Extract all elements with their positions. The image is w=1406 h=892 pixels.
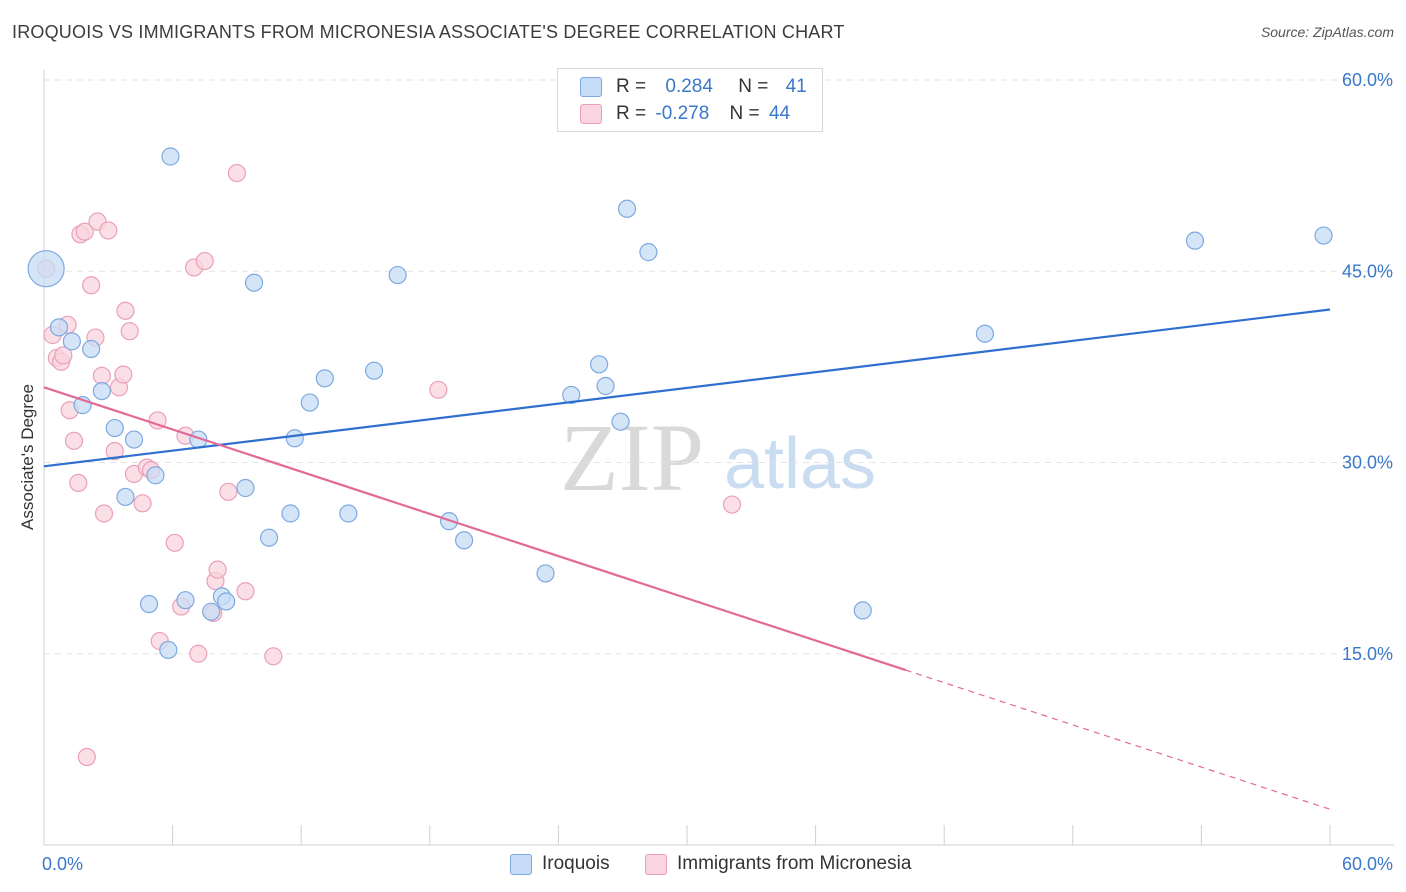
data-point-iroquois <box>236 478 255 498</box>
data-point-micronesia <box>120 322 139 341</box>
data-point-micronesia <box>429 380 448 399</box>
data-point-micronesia <box>82 276 101 295</box>
legend-r-value: 0.284 <box>665 76 713 97</box>
data-point-micronesia <box>236 582 255 601</box>
data-point-iroquois <box>285 429 304 448</box>
legend-n-label: N = <box>729 103 760 124</box>
data-point-iroquois <box>146 466 165 485</box>
data-point-iroquois <box>49 318 69 337</box>
data-point-iroquois <box>82 339 101 359</box>
data-point-micronesia <box>165 533 184 552</box>
y-tick-label: 60.0% <box>1342 70 1393 90</box>
trend-line-iroquois <box>43 308 1331 468</box>
legend-swatch-iroquois <box>580 77 602 97</box>
axes <box>43 70 1394 846</box>
legend-n-label: N = <box>738 76 769 97</box>
data-point-micronesia <box>54 346 73 365</box>
bottom-legend-label-micronesia: Immigrants from Micronesia <box>677 853 912 874</box>
source-credit: Source: ZipAtlas.com <box>1260 24 1394 40</box>
data-point-iroquois <box>62 332 81 351</box>
data-point-iroquois <box>853 601 872 620</box>
data-point-iroquois <box>244 273 264 292</box>
y-tick-label: 30.0% <box>1342 453 1393 473</box>
data-point-iroquois <box>975 324 995 343</box>
data-point-micronesia <box>219 482 238 501</box>
data-point-micronesia <box>92 366 111 385</box>
data-point-micronesia <box>75 222 94 241</box>
data-point-micronesia <box>133 494 152 513</box>
data-point-iroquois <box>116 487 135 507</box>
data-point-iroquois <box>92 382 111 401</box>
data-point-iroquois <box>315 369 334 388</box>
data-point-iroquois <box>300 393 319 412</box>
x-tick-label: 0.0% <box>42 854 83 874</box>
grid-lines <box>44 79 1394 655</box>
y-axis-label: Associate's Degree <box>18 384 37 530</box>
data-point-iroquois <box>259 528 279 547</box>
data-point-micronesia <box>114 365 133 384</box>
watermark: ZIP atlas <box>560 404 876 511</box>
data-point-iroquois <box>105 418 124 438</box>
data-point-iroquois <box>536 564 555 583</box>
data-point-iroquois <box>611 412 630 431</box>
data-point-iroquois <box>590 355 609 374</box>
data-point-iroquois <box>454 531 474 550</box>
x-tick-label: 60.0% <box>1342 854 1393 874</box>
data-point-iroquois <box>202 602 221 621</box>
data-point-micronesia <box>94 504 114 523</box>
chart-title: IROQUOIS VS IMMIGRANTS FROM MICRONESIA A… <box>12 22 845 42</box>
data-point-micronesia <box>77 747 96 767</box>
data-point-iroquois <box>124 430 144 449</box>
y-tick-label: 15.0% <box>1342 644 1393 664</box>
data-point-iroquois <box>27 250 65 288</box>
series-iroquois-points <box>27 147 1333 660</box>
data-point-micronesia <box>227 163 246 183</box>
legend-r-label: R = <box>616 76 647 97</box>
tick-labels: 15.0% 30.0% 45.0% 60.0% 0.0% 60.0% <box>42 70 1393 874</box>
data-point-iroquois <box>217 592 236 611</box>
data-point-iroquois <box>176 591 195 610</box>
data-point-micronesia <box>105 441 124 461</box>
data-point-micronesia <box>195 251 214 271</box>
watermark-zip: ZIP <box>560 404 704 511</box>
legend-n-value: 41 <box>785 76 807 97</box>
data-point-iroquois <box>161 147 180 166</box>
data-point-micronesia <box>69 473 88 492</box>
legend-swatch-micronesia <box>580 104 602 124</box>
data-point-micronesia <box>264 647 283 666</box>
data-point-iroquois <box>388 265 407 285</box>
bottom-legend-swatch-micronesia <box>645 854 667 875</box>
watermark-atlas: atlas <box>724 424 876 504</box>
y-tick-label: 45.0% <box>1342 261 1393 281</box>
data-point-micronesia <box>99 221 118 240</box>
data-point-iroquois <box>364 361 384 380</box>
data-point-iroquois <box>281 504 300 523</box>
data-point-micronesia <box>189 644 208 663</box>
legend-n-value: 44 <box>768 103 791 124</box>
data-point-micronesia <box>64 431 84 450</box>
data-point-micronesia <box>208 560 227 579</box>
data-point-micronesia <box>116 301 135 320</box>
data-point-iroquois <box>1314 226 1333 245</box>
legend-r-label: R = <box>616 103 647 124</box>
data-point-iroquois <box>139 594 159 614</box>
data-point-micronesia <box>722 495 742 514</box>
data-point-iroquois <box>339 504 358 523</box>
data-point-iroquois <box>159 640 178 660</box>
bottom-legend-label-iroquois: Iroquois <box>542 853 610 874</box>
trend-line-micronesia-projection <box>905 669 1331 810</box>
trend-line-micronesia <box>43 386 906 672</box>
data-point-iroquois <box>1185 231 1205 250</box>
data-point-micronesia <box>148 411 167 430</box>
bottom-legend-swatch-iroquois <box>510 854 532 875</box>
data-point-iroquois <box>562 385 581 405</box>
trend-lines <box>43 308 1331 810</box>
data-point-iroquois <box>639 243 658 262</box>
data-point-iroquois <box>617 199 637 218</box>
stats-legend: R = 0.284 N = 41 R = -0.278 N = 44 <box>557 68 823 132</box>
legend-r-value: -0.278 <box>655 103 710 124</box>
data-point-iroquois <box>596 376 615 396</box>
